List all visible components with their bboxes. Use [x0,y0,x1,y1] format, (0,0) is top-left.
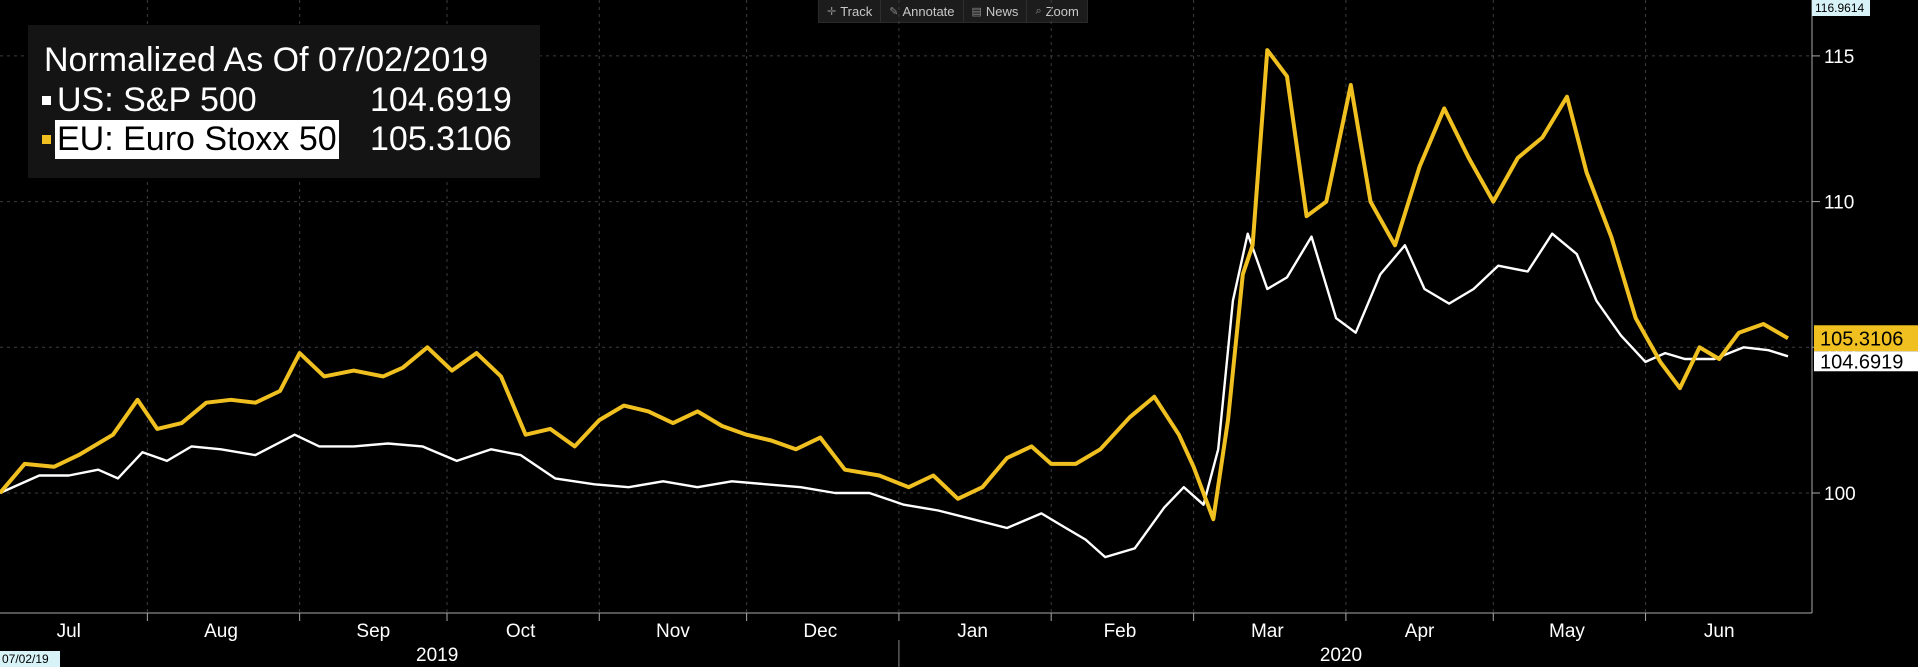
legend-stoxx50-name: EU: Euro Stoxx 50 [55,120,339,159]
stoxx50-line[interactable] [0,48,1790,522]
sp500-last-value-tag [1814,351,1918,372]
max-value-label: 116.9614 [1815,1,1864,15]
news-icon: ▤ [971,5,982,18]
annotate-button[interactable]: ✎ Annotate [881,0,964,22]
zoom-button[interactable]: ⌕ Zoom [1027,0,1086,22]
stoxx50-last-value-tag [1814,325,1918,352]
sp500-last-value: 104.6919 [1820,351,1903,373]
x-tick-label: Jan [957,621,988,642]
magnifier-icon: ⌕ [1035,4,1042,17]
legend-item-stoxx50[interactable]: EU: Euro Stoxx 50 105.3106 [42,120,512,159]
legend-item-sp500[interactable]: US: S&P 500 104.6919 [42,81,512,120]
sp500-line[interactable] [0,232,1789,559]
x-tick-label: Dec [803,621,837,642]
track-button[interactable]: ✛ Track [819,0,882,22]
chart-toolbar: ✛ Track ✎ Annotate ▤ News ⌕ Zoom [818,0,1088,23]
legend-sp500-value: 104.6919 [370,81,512,119]
x-tick-label: Jun [1704,621,1735,642]
x-tick-label: Mar [1251,621,1284,642]
zoom-button-label: Zoom [1045,3,1079,19]
max-value-tag [1812,0,1870,16]
year-label: 2019 [416,645,458,666]
chart-legend: Normalized As Of 07/02/2019 US: S&P 500 … [28,25,540,178]
x-tick-label: Jul [57,621,81,642]
start-date-tag [0,651,60,667]
y-tick-label: 100 [1824,484,1856,505]
stoxx50-swatch [42,135,51,144]
y-tick-label: 115 [1824,47,1854,68]
crosshair-icon: ✛ [827,5,837,18]
legend-sp500-name: US: S&P 500 [57,81,257,119]
x-tick-label: Oct [506,621,536,642]
start-date-label: 07/02/19 [2,652,49,666]
x-tick-label: May [1549,621,1585,642]
track-button-label: Track [840,3,873,19]
x-tick-label: Nov [656,621,690,642]
y-tick-label: 110 [1824,193,1854,214]
sp500-swatch [42,96,51,105]
legend-title: Normalized As Of 07/02/2019 [44,41,489,79]
stoxx50-last-value: 105.3106 [1820,328,1903,350]
x-tick-label: Aug [204,621,238,642]
news-button-label: News [985,3,1019,19]
legend-stoxx50-value: 105.3106 [370,120,512,158]
x-tick-label: Feb [1104,621,1137,642]
news-button[interactable]: ▤ News [964,0,1028,22]
x-tick-label: Sep [356,621,390,642]
pencil-icon: ✎ [889,5,899,18]
annotate-button-label: Annotate [902,3,955,19]
x-tick-label: Apr [1405,621,1435,642]
year-label: 2020 [1320,645,1362,666]
